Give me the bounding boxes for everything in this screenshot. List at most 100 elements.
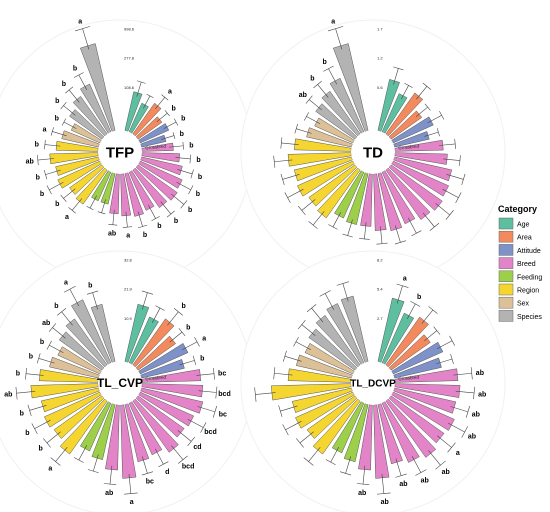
error-bar-5 bbox=[161, 135, 175, 140]
significance-letter-15: ab bbox=[358, 490, 366, 497]
error-bar-5 bbox=[179, 360, 195, 366]
significance-letter-7: b bbox=[196, 157, 200, 164]
significance-letter-8: b bbox=[198, 174, 202, 181]
significance-letter-3: b bbox=[186, 324, 190, 331]
legend-label-species: Species bbox=[517, 314, 542, 321]
error-bar-17 bbox=[332, 212, 342, 228]
tick-label-1: 277.8 bbox=[124, 56, 135, 61]
error-bar-10 bbox=[171, 193, 185, 205]
tick-label-1: 21.9 bbox=[124, 287, 133, 292]
error-bar-6 bbox=[453, 372, 472, 376]
error-bar-8 bbox=[450, 406, 469, 413]
tick-label-0: 8.2 bbox=[377, 257, 383, 262]
error-bar-9 bbox=[447, 422, 466, 433]
error-cap-17 bbox=[328, 224, 338, 230]
error-bar-4 bbox=[182, 341, 198, 351]
significance-letter-0: a bbox=[403, 275, 407, 282]
error-cap-8 bbox=[461, 173, 466, 186]
error-bar-21 bbox=[45, 169, 61, 175]
error-bar-11 bbox=[422, 212, 435, 228]
error-cap-28 bbox=[63, 285, 76, 293]
error-bar-1 bbox=[151, 307, 161, 323]
error-cap-2 bbox=[428, 306, 438, 314]
error-bar-0 bbox=[142, 292, 148, 310]
error-cap-6 bbox=[454, 138, 456, 149]
significance-letter-11: bcd bbox=[182, 464, 194, 471]
significance-letter-25: b bbox=[55, 116, 59, 123]
significance-letter-12: b bbox=[157, 223, 161, 230]
error-bar-17 bbox=[78, 445, 88, 461]
tick-label-2: 2.7 bbox=[377, 316, 383, 321]
significance-letter-26: b bbox=[55, 98, 59, 105]
error-cap-5 bbox=[172, 132, 176, 140]
legend-title: Category bbox=[498, 204, 537, 214]
significance-letter-22: ab bbox=[26, 158, 34, 165]
error-cap-5 bbox=[436, 128, 440, 137]
legend-swatch-species bbox=[498, 310, 514, 322]
error-bar-19 bbox=[301, 199, 316, 211]
significance-letter-18: a bbox=[48, 465, 52, 472]
error-cap-14 bbox=[124, 492, 138, 495]
legend-label-region: Region bbox=[517, 288, 539, 295]
error-bar-7 bbox=[455, 390, 475, 394]
error-cap-22 bbox=[15, 386, 18, 400]
chart-title-2: TL_CVP bbox=[97, 376, 143, 390]
error-bar-16 bbox=[92, 454, 99, 472]
error-bar-5 bbox=[436, 358, 453, 365]
error-cap-27 bbox=[65, 86, 74, 94]
error-cap-0 bbox=[141, 290, 154, 295]
error-cap-8 bbox=[465, 405, 470, 418]
error-cap-16 bbox=[342, 233, 353, 238]
error-cap-17 bbox=[86, 205, 94, 211]
error-cap-6 bbox=[213, 367, 215, 380]
significance-letter-12: d bbox=[165, 469, 169, 476]
significance-letter-22: ab bbox=[4, 391, 12, 398]
significance-letter-28: a bbox=[64, 279, 68, 286]
error-bar-25 bbox=[295, 341, 311, 351]
error-bar-12 bbox=[148, 204, 156, 219]
error-cap-5 bbox=[450, 354, 454, 364]
legend-swatch-attitude bbox=[498, 244, 514, 256]
chart-title-1: TD bbox=[363, 144, 383, 161]
error-cap-2 bbox=[422, 82, 432, 90]
significance-letter-29: a bbox=[331, 18, 335, 25]
error-bar-2 bbox=[155, 97, 166, 110]
error-bar-28 bbox=[324, 293, 335, 310]
legend-label-age: Age bbox=[517, 222, 530, 229]
error-cap-19 bbox=[298, 205, 306, 215]
significance-letter-28: b bbox=[322, 59, 326, 66]
error-cap-12 bbox=[415, 469, 427, 476]
error-cap-22 bbox=[254, 387, 257, 402]
error-cap-4 bbox=[173, 118, 179, 126]
error-bar-26 bbox=[308, 99, 322, 111]
error-cap-6 bbox=[470, 367, 473, 380]
error-bar-29 bbox=[82, 28, 90, 50]
center-circle bbox=[351, 361, 395, 405]
significance-letter-29: a bbox=[78, 18, 82, 25]
error-bar-13 bbox=[395, 458, 402, 476]
legend-swatch-breed bbox=[498, 257, 514, 269]
error-cap-9 bbox=[188, 185, 194, 195]
legend-label-sex: Sex bbox=[517, 301, 530, 308]
error-bar-23 bbox=[44, 144, 61, 147]
error-cap-23 bbox=[44, 139, 46, 150]
significance-letter-5: b bbox=[200, 356, 204, 363]
significance-letter-2: a bbox=[168, 89, 172, 96]
significance-letter-21: b bbox=[20, 410, 24, 417]
error-cap-25 bbox=[293, 336, 299, 347]
error-bar-18 bbox=[71, 198, 83, 211]
tick-label-1: 1.2 bbox=[377, 56, 383, 61]
legend-swatch-region bbox=[498, 283, 514, 296]
error-cap-13 bbox=[141, 471, 154, 476]
error-cap-4 bbox=[439, 110, 445, 120]
significance-letter-8: bc bbox=[219, 412, 227, 419]
significance-letter-13: b bbox=[143, 232, 147, 239]
error-cap-19 bbox=[43, 438, 51, 448]
error-cap-20 bbox=[31, 423, 38, 435]
error-cap-21 bbox=[27, 404, 32, 417]
error-cap-0 bbox=[136, 80, 146, 84]
error-cap-1 bbox=[146, 93, 154, 99]
error-cap-15 bbox=[356, 483, 370, 486]
error-cap-21 bbox=[43, 169, 48, 180]
significance-letter-24: b bbox=[29, 353, 33, 360]
